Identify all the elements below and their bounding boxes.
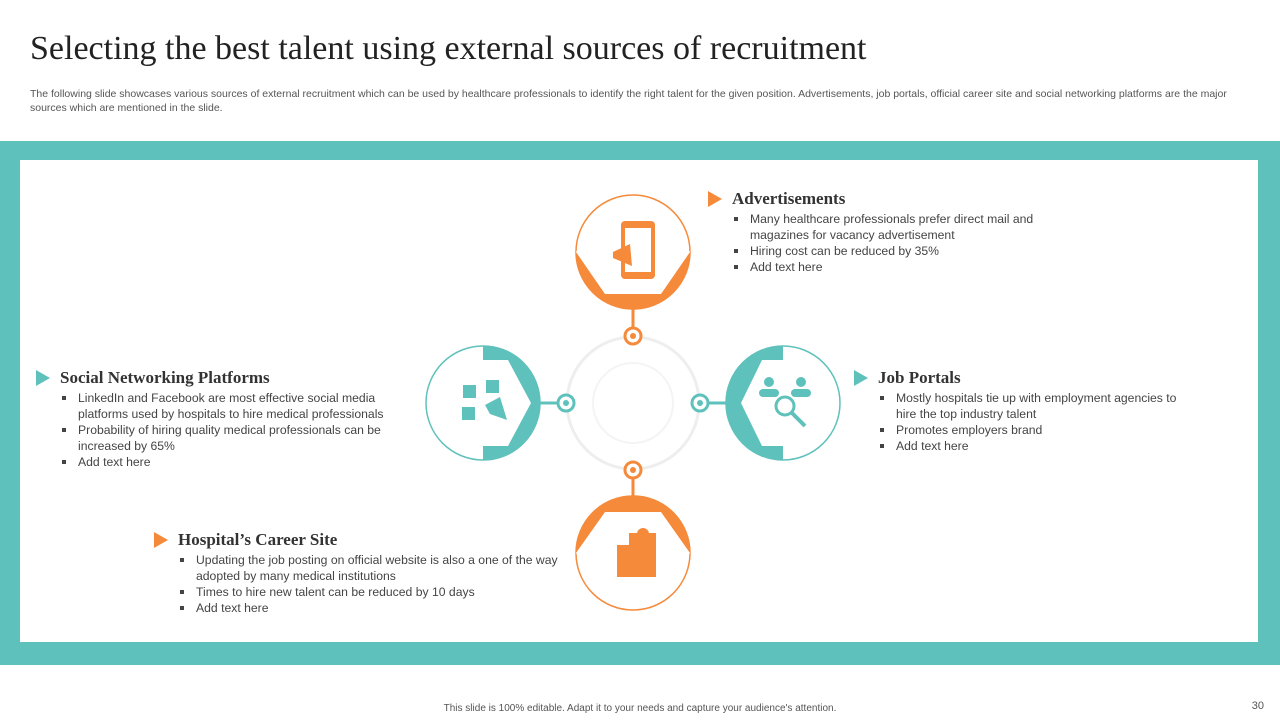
career-site-node <box>575 495 691 611</box>
arrow-icon <box>708 191 722 207</box>
bullet: Mostly hospitals tie up with employment … <box>880 390 1198 422</box>
arrow-icon <box>854 370 868 386</box>
hospital-icon <box>617 528 656 577</box>
bullet: Probability of hiring quality medical pr… <box>62 422 410 454</box>
bullet: Add text here <box>180 600 568 616</box>
section-title: Advertisements <box>732 189 846 208</box>
footer-note: This slide is 100% editable. Adapt it to… <box>443 703 837 714</box>
bullet: LinkedIn and Facebook are most effective… <box>62 390 410 422</box>
arrow-icon <box>36 370 50 386</box>
page-number: 30 <box>1251 700 1264 712</box>
bullet: Updating the job posting on official web… <box>180 552 568 584</box>
section-job-portals: Job Portals Mostly hospitals tie up with… <box>854 368 1198 454</box>
bullet: Promotes employers brand <box>880 422 1198 438</box>
section-title: Job Portals <box>878 368 961 387</box>
job-portals-node <box>725 345 841 461</box>
bullet: Hiring cost can be reduced by 35% <box>734 243 1042 259</box>
arrow-icon <box>154 532 168 548</box>
advertisements-node <box>575 194 691 310</box>
page-subtitle: The following slide showcases various so… <box>30 88 1227 114</box>
connectors <box>540 309 726 496</box>
page-title: Selecting the best talent using external… <box>30 30 867 67</box>
bullet: Add text here <box>62 454 410 470</box>
section-career-site: Hospital’s Career Site Updating the job … <box>154 530 568 616</box>
section-title: Social Networking Platforms <box>60 368 270 387</box>
people-search-icon <box>759 377 811 428</box>
bullet: Times to hire new talent can be reduced … <box>180 584 568 600</box>
social-media-megaphone-icon <box>462 380 507 420</box>
social-networking-node <box>425 345 541 461</box>
bullet: Add text here <box>734 259 1042 275</box>
section-social-networking: Social Networking Platforms LinkedIn and… <box>36 368 410 470</box>
section-advertisements: Advertisements Many healthcare professio… <box>708 189 1042 275</box>
bullet: Add text here <box>880 438 1198 454</box>
section-title: Hospital’s Career Site <box>178 530 338 549</box>
bullet: Many healthcare professionals prefer dir… <box>734 211 1042 243</box>
center-ring <box>565 335 701 471</box>
mobile-megaphone-icon <box>613 221 655 279</box>
